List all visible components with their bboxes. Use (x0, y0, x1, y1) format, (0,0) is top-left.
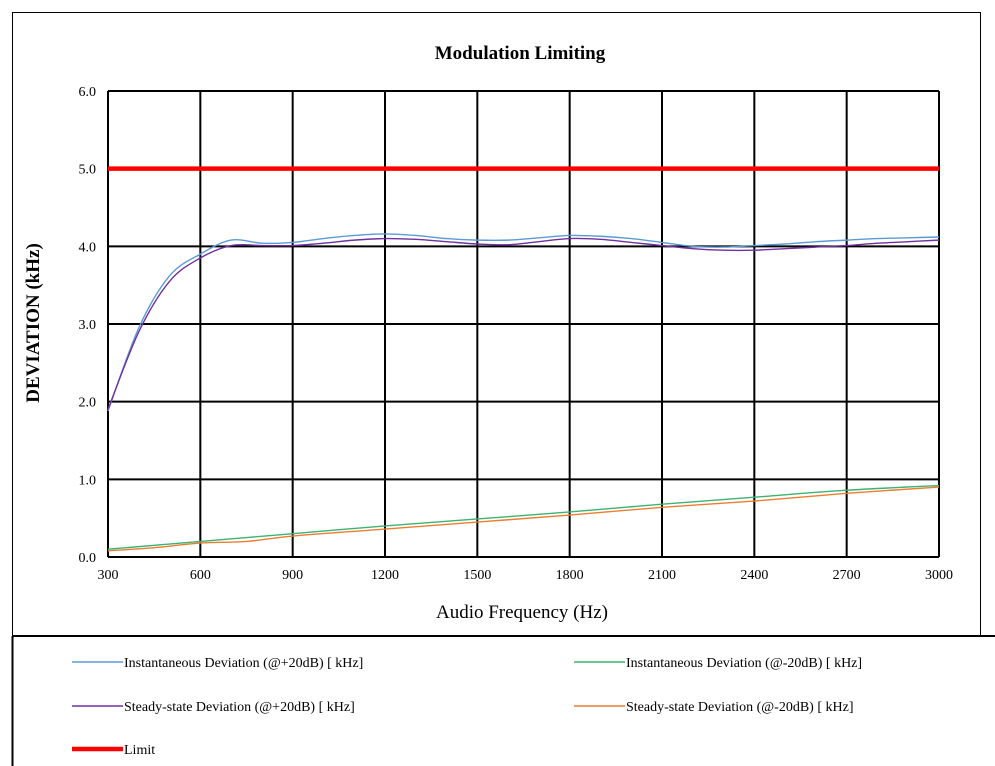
series-line-steady-state-deviation-20db-khz (107, 486, 940, 552)
y-tick-label: 2.0 (79, 396, 97, 411)
x-axis-title: Audio Frequency (Hz) (436, 602, 608, 623)
series-line-instantaneous-deviation-20db-khz (107, 233, 940, 412)
x-tick-label: 2400 (740, 568, 768, 583)
x-tick-label: 900 (282, 568, 303, 583)
y-tick-label: 1.0 (79, 473, 97, 488)
legend-label: Instantaneous Deviation (@-20dB) [ kHz] (626, 656, 862, 671)
x-tick-label: 1200 (371, 568, 399, 583)
y-tick-label: 5.0 (79, 163, 97, 178)
y-tick-label: 3.0 (79, 318, 97, 333)
tick-labels: 300 600 900 1200 1500 1800 2100 2400 2700 3000 0.0… (79, 85, 954, 583)
x-tick-label: 300 (98, 568, 119, 583)
gridlines (107, 90, 940, 558)
x-tick-label: 600 (190, 568, 211, 583)
legend-label: Instantaneous Deviation (@+20dB) [ kHz] (124, 656, 363, 671)
y-tick-label: 0.0 (79, 551, 97, 566)
x-tick-label: 1500 (463, 568, 491, 583)
series-line-instantaneous-deviation-20db-khz (107, 484, 940, 550)
legend-label: Steady-state Deviation (@-20dB) [ kHz] (626, 700, 854, 715)
series-layer (107, 166, 940, 552)
chart-title: Modulation Limiting (435, 43, 606, 64)
x-tick-label: 1800 (556, 568, 584, 583)
legend-label: Limit (124, 743, 155, 758)
legend-border (11, 635, 995, 766)
y-axis-title: DEVIATION (kHz) (23, 243, 44, 403)
x-tick-label: 2700 (833, 568, 861, 583)
y-tick-label: 6.0 (79, 85, 97, 100)
legend: Instantaneous Deviation (@+20dB) [ kHz] I… (72, 656, 862, 758)
x-tick-label: 3000 (925, 568, 953, 583)
x-tick-label: 2100 (648, 568, 676, 583)
series-line-steady-state-deviation-20db-khz (107, 237, 940, 410)
legend-label: Steady-state Deviation (@+20dB) [ kHz] (124, 700, 355, 715)
y-tick-label: 4.0 (79, 240, 97, 255)
